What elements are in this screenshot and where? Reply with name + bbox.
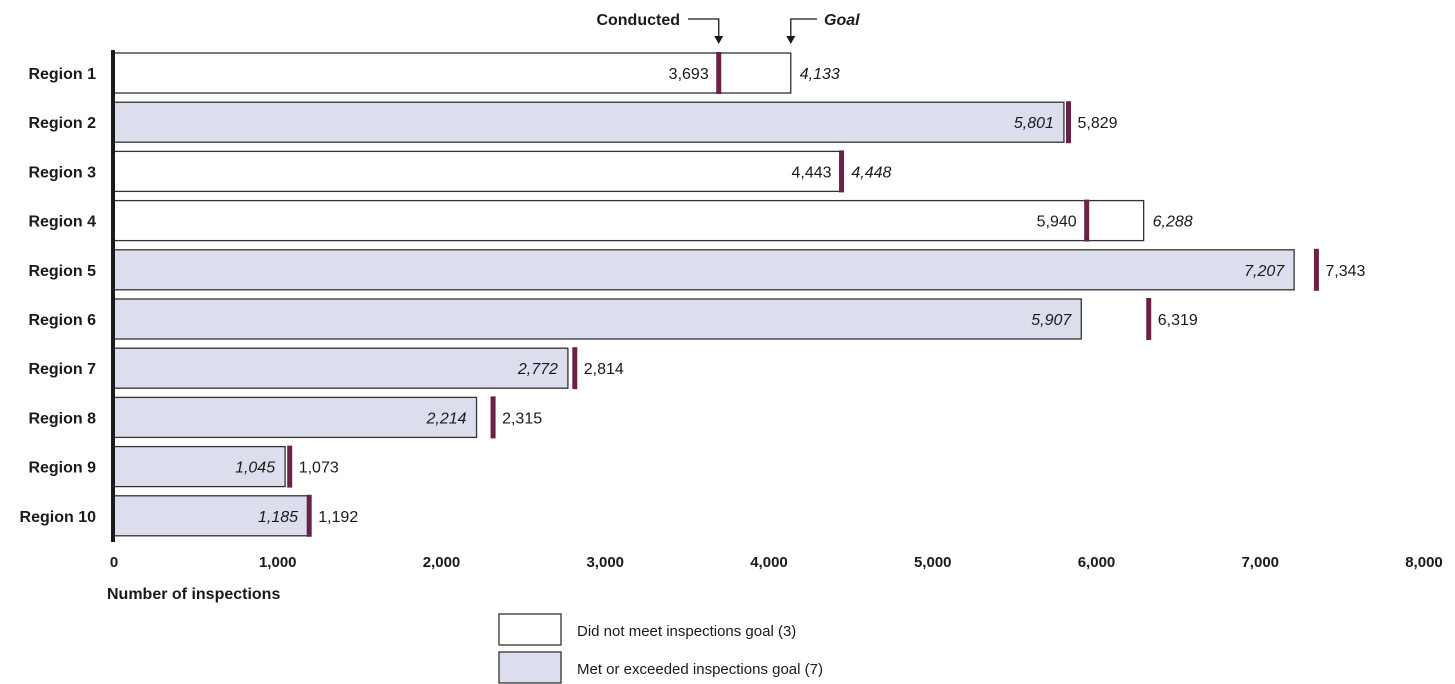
region-label: Region 5 — [28, 263, 96, 280]
x-tick-label: 3,000 — [586, 554, 624, 571]
goal-bar — [113, 396, 478, 439]
goal-bar — [113, 298, 1082, 340]
conducted-marker — [490, 396, 496, 439]
x-tick-label: 7,000 — [1241, 554, 1279, 571]
legend-label: Did not meet inspections goal (3) — [577, 623, 796, 640]
x-tick-label: 1,000 — [259, 554, 297, 571]
goal-bar — [113, 101, 1065, 143]
conducted-value-label: 2,814 — [584, 361, 624, 378]
x-tick-label: 6,000 — [1078, 554, 1116, 571]
conducted-value-label: 1,073 — [299, 460, 339, 477]
x-tick-label: 4,000 — [750, 554, 788, 571]
region-label: Region 10 — [20, 509, 97, 526]
conducted-marker — [716, 52, 722, 94]
conducted-value-label: 5,940 — [1037, 214, 1077, 231]
goal-value-label: 7,207 — [1244, 263, 1285, 280]
x-axis-title: Number of inspections — [107, 586, 280, 603]
conducted-value-label: 2,315 — [502, 410, 542, 427]
goal-callout-line — [790, 18, 817, 39]
conducted-value-label: 4,443 — [791, 164, 831, 181]
legend-swatch — [498, 651, 562, 684]
legend-swatch — [498, 613, 562, 646]
region-label: Region 2 — [28, 115, 96, 132]
goal-value-label: 4,133 — [800, 66, 840, 83]
conducted-callout-label: Conducted — [596, 12, 680, 29]
goal-bar — [113, 249, 1295, 291]
conducted-callout-arrow — [714, 36, 724, 44]
region-label: Region 8 — [28, 410, 96, 427]
x-tick-label: 5,000 — [914, 554, 952, 571]
goal-bar — [113, 495, 309, 537]
goal-value-label: 6,288 — [1153, 214, 1193, 231]
conducted-value-label: 1,192 — [318, 509, 358, 526]
goal-bar — [113, 445, 286, 488]
conducted-value-label: 7,343 — [1325, 263, 1365, 280]
goal-bar — [113, 199, 1145, 242]
x-tick-label: 0 — [110, 554, 118, 571]
goal-value-label: 2,772 — [517, 361, 558, 378]
conducted-callout-line — [688, 18, 720, 39]
conducted-marker — [306, 494, 312, 537]
goal-bar — [113, 347, 569, 389]
goal-callout-label: Goal — [824, 12, 860, 29]
conducted-marker — [287, 445, 293, 488]
region-label: Region 6 — [28, 312, 96, 329]
conducted-marker — [839, 150, 845, 193]
conducted-marker — [1146, 298, 1152, 340]
goal-callout-arrow — [786, 36, 796, 44]
goal-value-label: 1,045 — [235, 460, 275, 477]
goal-value-label: 1,185 — [258, 509, 298, 526]
region-label: Region 3 — [28, 164, 96, 181]
conducted-marker — [1084, 199, 1090, 242]
legend-label: Met or exceeded inspections goal (7) — [577, 661, 823, 678]
region-label: Region 1 — [28, 66, 96, 83]
region-label: Region 7 — [28, 361, 96, 378]
goal-value-label: 2,214 — [425, 410, 466, 427]
goal-bar — [113, 150, 844, 193]
conducted-marker — [1065, 101, 1071, 144]
conducted-value-label: 3,693 — [669, 66, 709, 83]
conducted-value-label: 5,829 — [1077, 115, 1117, 132]
conducted-marker — [1313, 248, 1319, 291]
conducted-marker — [572, 347, 578, 390]
goal-bar — [113, 52, 792, 94]
x-tick-label: 2,000 — [423, 554, 461, 571]
region-label: Region 9 — [28, 460, 96, 477]
goal-value-label: 4,448 — [851, 164, 891, 181]
region-label: Region 4 — [28, 214, 96, 231]
y-axis-line — [111, 50, 115, 542]
goal-value-label: 5,801 — [1014, 115, 1054, 132]
x-tick-label: 8,000 — [1405, 554, 1443, 571]
conducted-value-label: 6,319 — [1158, 312, 1198, 329]
goal-value-label: 5,907 — [1031, 312, 1072, 329]
